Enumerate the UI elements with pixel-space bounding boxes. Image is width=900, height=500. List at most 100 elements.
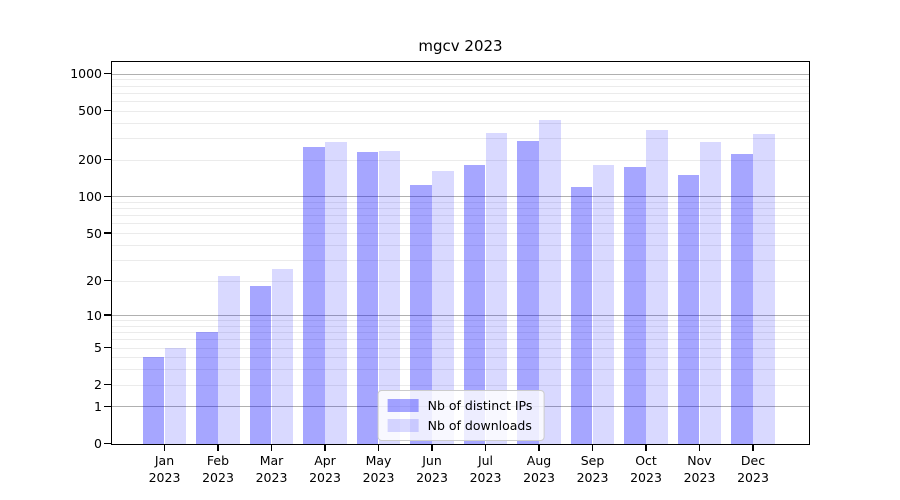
- bar-nb-of-downloads-oct: [646, 129, 668, 444]
- gridline-major: [112, 196, 809, 198]
- bar-nb-of-downloads-may: [378, 150, 401, 444]
- y-tick-label: 50: [86, 225, 102, 241]
- bar-nb-of-downloads-feb: [218, 275, 240, 444]
- y-tick-label: 1000: [70, 66, 102, 81]
- bar-nb-of-downloads-jun: [432, 170, 454, 444]
- y-tick-label: 500: [78, 103, 102, 119]
- bar-nb-of-downloads-apr: [325, 141, 347, 444]
- gridline-minor: [112, 280, 809, 282]
- x-tick-label: Sep 2023: [576, 453, 609, 485]
- x-tick-label: Jul 2023: [469, 453, 502, 485]
- bar-nb-of-downloads-aug: [539, 119, 561, 444]
- bar-nb-of-distinct-ips-oct: [624, 166, 646, 444]
- gridline-minor: [112, 384, 809, 386]
- y-tick-mark: [104, 232, 111, 234]
- gridline-minor: [112, 202, 809, 203]
- x-tick-label: Jun 2023: [416, 453, 448, 485]
- gridline-minor: [112, 357, 809, 359]
- gridline-minor: [112, 325, 809, 327]
- gridline-minor: [112, 85, 809, 87]
- y-tick-label: 200: [78, 152, 102, 167]
- x-tick-mark: [591, 445, 594, 451]
- bar-nb-of-distinct-ips-mar: [249, 285, 272, 444]
- gridline-minor: [112, 347, 809, 349]
- y-tick-mark: [104, 195, 111, 198]
- legend-label-distinct-ips: Nb of distinct IPs: [427, 398, 533, 413]
- y-tick-label: 10: [86, 307, 102, 323]
- x-tick-label: Oct 2023: [630, 453, 662, 485]
- x-tick-label: Feb 2023: [202, 453, 234, 485]
- y-tick-label: 0: [94, 436, 102, 451]
- x-tick-label: Jan 2023: [148, 453, 181, 485]
- y-tick-mark: [104, 279, 111, 282]
- gridline-minor: [112, 137, 809, 139]
- gridline-minor: [112, 320, 809, 322]
- y-tick-mark: [104, 346, 111, 349]
- gridline-minor: [112, 79, 809, 81]
- gridline-minor: [112, 100, 809, 102]
- y-tick-mark: [104, 442, 111, 445]
- x-tick-mark: [752, 445, 754, 451]
- bar-nb-of-distinct-ips-may: [356, 152, 379, 444]
- y-tick-mark: [104, 383, 111, 386]
- gridline-minor: [112, 159, 809, 161]
- gridline-minor: [112, 339, 809, 341]
- x-tick-label: Nov 2023: [683, 453, 716, 485]
- bar-nb-of-distinct-ips-sep: [570, 186, 593, 444]
- bar-nb-of-downloads-sep: [592, 165, 615, 444]
- gridline-minor: [112, 332, 809, 334]
- x-tick-label: Mar 2023: [255, 453, 288, 485]
- y-tick-mark: [104, 158, 111, 161]
- gridline-minor: [112, 244, 809, 246]
- y-tick-label: 1: [94, 398, 102, 414]
- y-tick-label: 2: [94, 377, 102, 393]
- gridline-minor: [112, 92, 809, 94]
- x-tick-mark: [324, 445, 326, 451]
- x-tick-label: Apr 2023: [309, 453, 341, 485]
- legend: Nb of distinct IPs Nb of downloads: [377, 390, 545, 441]
- bar-nb-of-distinct-ips-aug: [517, 140, 539, 444]
- x-tick-label: May 2023: [362, 453, 395, 485]
- x-tick-label: Dec 2023: [737, 453, 769, 485]
- bar-nb-of-downloads-jul: [485, 132, 508, 444]
- gridline-minor: [112, 259, 809, 261]
- bar-nb-of-downloads-dec: [753, 133, 775, 444]
- x-tick-label: Aug 2023: [523, 453, 555, 485]
- bar-nb-of-downloads-nov: [699, 141, 722, 444]
- x-tick-mark: [377, 445, 380, 451]
- legend-item-downloads: Nb of downloads: [387, 418, 533, 433]
- x-tick-mark: [645, 445, 647, 451]
- bar-nb-of-distinct-ips-jan: [142, 357, 165, 444]
- y-tick-label: 100: [78, 188, 102, 204]
- x-tick-mark: [484, 445, 487, 451]
- gridline-minor: [112, 122, 809, 124]
- x-tick-mark: [163, 445, 166, 451]
- gridline-minor: [112, 208, 809, 210]
- y-tick-label: 5: [94, 340, 102, 356]
- bar-nb-of-distinct-ips-jul: [463, 164, 486, 444]
- legend-swatch-distinct-ips: [387, 399, 419, 412]
- x-tick-mark: [538, 445, 540, 451]
- x-tick-mark: [431, 445, 433, 451]
- bar-nb-of-downloads-mar: [271, 269, 294, 444]
- y-tick-mark: [104, 405, 111, 408]
- legend-label-downloads: Nb of downloads: [427, 418, 532, 433]
- bar-nb-of-distinct-ips-feb: [196, 332, 218, 444]
- gridline-minor: [112, 223, 809, 225]
- x-tick-mark: [698, 445, 701, 451]
- gridline-minor: [112, 215, 809, 217]
- y-tick-mark: [104, 109, 111, 112]
- y-tick-mark: [104, 72, 111, 75]
- gridline-minor: [112, 233, 809, 234]
- chart-title: mgcv 2023: [418, 37, 503, 55]
- y-tick-label: 20: [86, 273, 102, 288]
- gridline-major: [112, 315, 809, 317]
- bar-nb-of-distinct-ips-apr: [303, 146, 325, 444]
- y-tick-mark: [104, 314, 111, 316]
- gridline-minor: [112, 110, 809, 112]
- gridline-major: [112, 73, 809, 75]
- bar-nb-of-distinct-ips-jun: [410, 184, 432, 444]
- bar-nb-of-distinct-ips-nov: [677, 174, 700, 444]
- legend-swatch-downloads: [387, 419, 419, 432]
